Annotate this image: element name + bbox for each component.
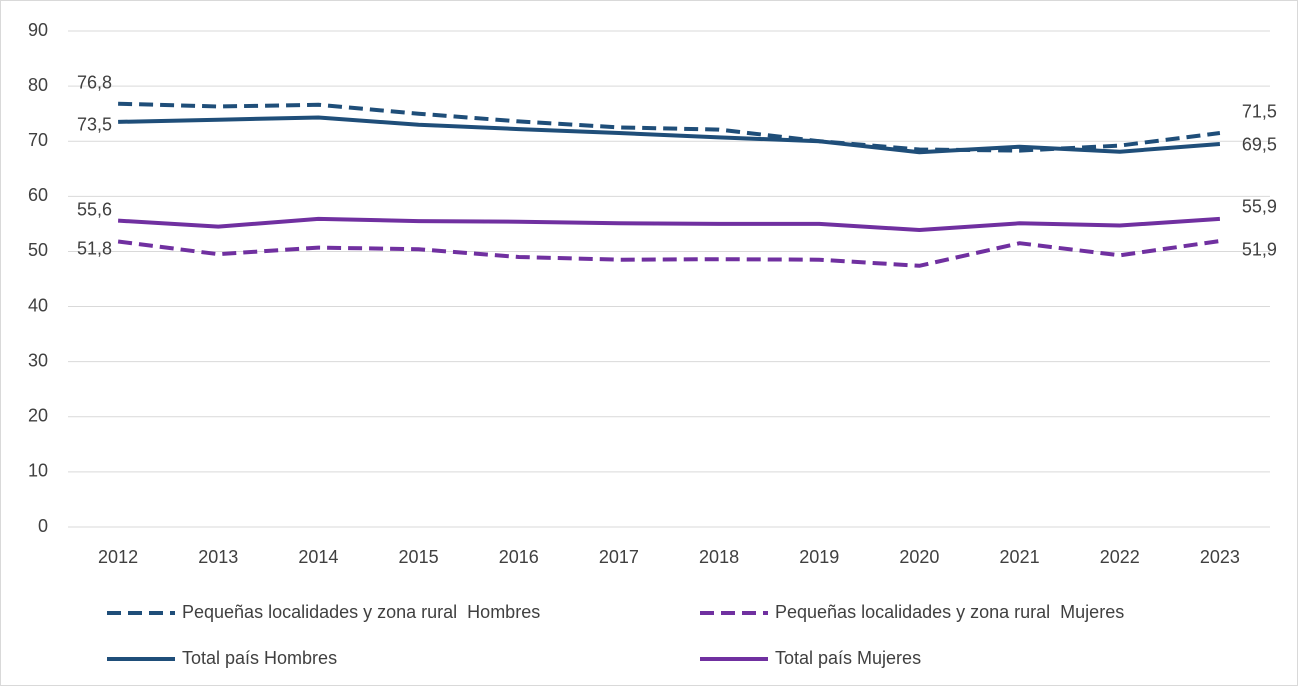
x-tick-label: 2015 <box>399 547 439 567</box>
data-label: 51,8 <box>77 238 112 258</box>
data-label: 69,5 <box>1242 135 1277 155</box>
x-tick-label: 2016 <box>499 547 539 567</box>
legend-label: Pequeñas localidades y zona rural Hombre… <box>182 602 540 622</box>
y-tick-label: 80 <box>28 75 48 95</box>
y-tick-label: 90 <box>28 20 48 40</box>
y-tick-label: 40 <box>28 295 48 315</box>
x-tick-label: 2013 <box>198 547 238 567</box>
data-label: 55,6 <box>77 199 112 219</box>
y-tick-label: 30 <box>28 350 48 370</box>
y-tick-label: 20 <box>28 406 48 426</box>
x-tick-label: 2018 <box>699 547 739 567</box>
x-tick-label: 2014 <box>298 547 338 567</box>
y-tick-label: 70 <box>28 130 48 150</box>
legend-label: Total país Hombres <box>182 648 337 668</box>
series-line <box>118 101 1221 153</box>
y-tick-label: 50 <box>28 240 48 260</box>
x-tick-label: 2017 <box>599 547 639 567</box>
y-tick-label: 10 <box>28 461 48 481</box>
x-tick-label: 2022 <box>1100 547 1140 567</box>
data-label: 76,8 <box>77 72 112 92</box>
series-line <box>117 239 1221 268</box>
data-label: 73,5 <box>77 115 112 135</box>
y-tick-label: 0 <box>38 516 48 536</box>
x-tick-label: 2012 <box>98 547 138 567</box>
x-tick-label: 2020 <box>899 547 939 567</box>
legend-label: Pequeñas localidades y zona rural Mujere… <box>775 602 1124 622</box>
data-label: 51,9 <box>1242 240 1277 260</box>
x-tick-label: 2019 <box>799 547 839 567</box>
legend-label: Total país Mujeres <box>775 648 921 668</box>
data-label: 55,9 <box>1242 197 1277 217</box>
series-line <box>118 115 1221 155</box>
data-label: 71,5 <box>1242 102 1277 122</box>
x-tick-label: 2021 <box>1000 547 1040 567</box>
x-tick-label: 2023 <box>1200 547 1240 567</box>
y-tick-label: 60 <box>28 185 48 205</box>
series-line <box>117 216 1221 232</box>
